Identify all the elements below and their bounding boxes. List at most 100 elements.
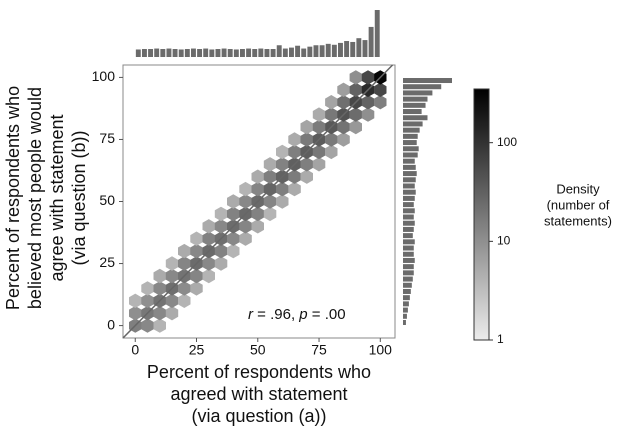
y-axis-label: Percent of respondents who [3,86,23,310]
top-hist-bar [252,49,258,57]
right-hist-bar [403,140,417,146]
right-hist-bar [403,189,416,195]
hexbin [263,169,277,184]
top-hist-bar [197,49,203,57]
right-hist-bar [403,152,418,158]
hexbin [251,181,264,197]
y-tick-label: 100 [92,68,116,84]
hexbin [276,157,289,172]
right-hist-bar [403,183,415,189]
hexbin [227,206,240,222]
colorbar-tick-label: 100 [497,135,517,149]
top-hist-bar [344,41,350,57]
y-tick-label: 25 [99,254,115,270]
right-hist-bar [403,251,414,257]
top-hist-bar [301,48,307,57]
top-hist-bar [172,49,178,57]
right-hist-bar [403,276,413,282]
hexbin [202,256,215,271]
top-hist-bar [264,49,270,57]
y-axis-label: agree with statement [47,114,67,281]
hexbin [190,268,203,284]
x-axis-label: agreed with statement [170,384,347,404]
top-hist-bar [319,45,325,57]
right-hist-bar [403,202,414,208]
hexbin [337,82,350,97]
hexbin [251,206,264,222]
hexbin [239,231,252,246]
top-hist-bar [368,26,374,57]
top-hist-bar [178,49,184,57]
top-hist-bar [258,48,264,57]
top-hist-bar [141,49,147,57]
right-hist-bar [403,115,428,121]
hexbin [374,82,387,97]
right-hist-bar [403,208,415,214]
top-hist-bar [148,49,154,57]
hexbin [202,219,215,234]
hexbin [300,119,313,135]
top-hist-bar [154,48,160,57]
hexbin [276,181,289,197]
hexbin [300,169,313,184]
right-hist-bar [403,319,406,325]
hexbin [288,181,301,197]
hexbin [325,144,338,160]
y-tick-label: 0 [107,316,115,332]
right-hist-bar [403,257,415,263]
right-hist-bar [403,158,415,164]
hexbin [239,181,252,197]
annotation-part: r [248,306,254,323]
reference-line [122,64,394,339]
hexbin [178,243,191,259]
hexbin [129,306,142,321]
right-hist-bar [403,164,416,170]
right-hist-bar [403,301,409,307]
right-hist-bar [403,102,426,108]
hexbin [276,194,289,209]
top-hist-bar [307,46,313,57]
hexbin [239,194,252,209]
hexbin [337,132,350,147]
hexbin [202,231,215,246]
y-axis-label: believed most people would [25,87,45,309]
right-hist-bar [403,264,414,270]
x-tick-label: 75 [311,342,327,358]
colorbar-label: Density [556,181,600,196]
hexbin [141,293,154,308]
colorbar-label: statements) [544,213,612,228]
y-tick-label: 75 [99,130,115,146]
hexbin [349,70,362,85]
right-hist-bar [403,121,423,127]
x-tick-label: 25 [189,342,205,358]
right-hist-bar [403,146,419,152]
hexbin [263,157,277,172]
hexbin [214,243,228,259]
hexbin [300,132,313,147]
hexbin [263,194,277,209]
hexbin [263,206,277,222]
y-axis-label: (via question (b)) [69,130,89,265]
right-hist-bar [403,226,414,232]
hexbin [288,144,301,160]
top-hist-bar [270,49,276,57]
right-hist-bar [403,307,408,313]
x-tick-label: 50 [250,342,266,358]
right-hist-bar [403,171,417,177]
right-hist-bar [403,220,415,226]
y-tick-label: 50 [99,192,115,208]
top-hist-bar [325,43,331,57]
right-hist-bar [403,288,411,294]
colorbar-label: (number of [547,197,610,212]
hexbin [349,82,362,97]
hexbin [153,318,166,333]
right-hist-bar [403,214,414,220]
hexbin [325,95,338,110]
top-hist-bar [338,42,343,57]
top-hist-bar [374,10,380,57]
top-hist-bar [282,48,288,57]
top-hist-bar [190,48,196,57]
top-hist-bar [184,49,190,57]
colorbar [473,88,490,341]
